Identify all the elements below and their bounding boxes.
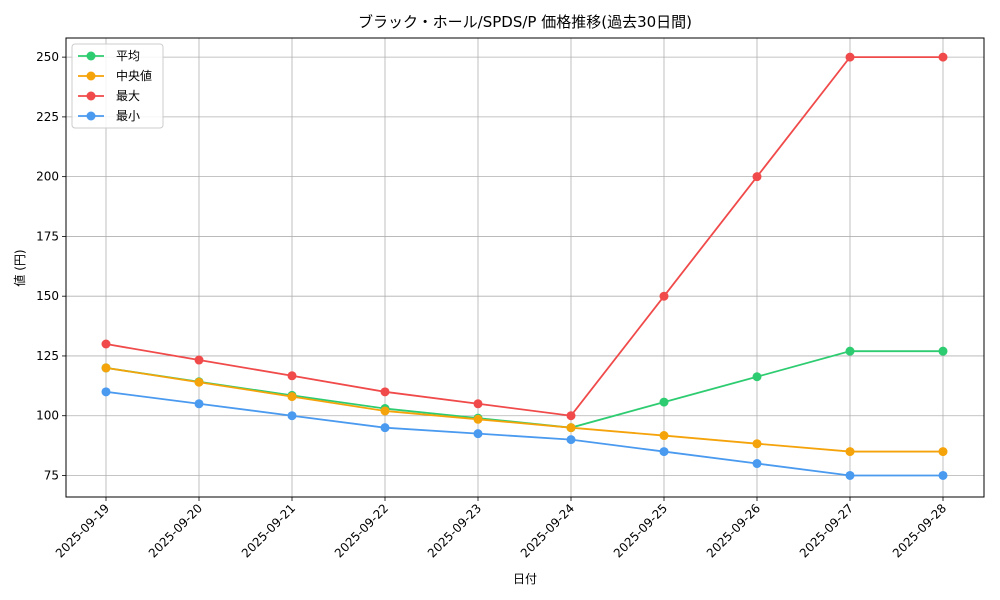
data-point [473,429,483,439]
data-point [659,431,669,441]
y-tick-label: 125 [36,349,59,363]
chart-title: ブラック・ホール/SPDS/P 価格推移(過去30日間) [358,13,692,31]
data-point [101,363,111,373]
data-point [287,411,297,421]
data-point [845,52,855,62]
legend-marker [86,71,96,81]
data-point [938,52,948,62]
y-axis: 75 100 125 150 175 200 225 250 [36,50,66,482]
y-tick-label: 225 [36,110,59,124]
data-point [101,387,111,397]
data-point [659,291,669,301]
data-point [845,470,855,480]
y-tick-label: 100 [36,409,59,423]
data-point [380,406,390,416]
data-point [473,414,483,424]
series-line-3 [105,390,943,477]
data-point [287,371,297,381]
data-point [566,435,576,445]
plot-area-frame [65,37,985,498]
data-point [845,346,855,356]
legend-box [71,43,164,129]
y-axis-label: 値 (円) [12,249,27,286]
data-point [380,423,390,433]
series-group [101,52,948,480]
data-point [845,447,855,457]
data-point [101,339,111,349]
legend-marker [86,51,96,61]
x-axis-label: 日付 [513,572,537,586]
data-point [752,459,762,469]
data-point [194,399,204,409]
y-tick-label: 150 [36,289,59,303]
legend-label: 平均 [116,49,140,63]
legend-label: 中央値 [116,68,152,83]
data-point [566,423,576,433]
data-point [938,447,948,457]
data-point [473,399,483,409]
data-point [194,355,204,365]
data-point [380,387,390,397]
data-point [938,470,948,480]
series-line-1 [105,367,943,453]
series-line-2 [105,56,943,417]
legend-marker [86,91,96,101]
y-tick-label: 200 [36,170,59,184]
y-tick-label: 75 [44,468,59,482]
y-tick-label: 250 [36,50,59,64]
legend-label: 最小 [116,109,140,123]
legend-label: 最大 [116,89,140,103]
data-point [752,439,762,449]
data-point [752,172,762,182]
data-point [938,346,948,356]
legend-marker [86,111,96,121]
y-tick-label: 175 [36,229,59,243]
data-point [194,377,204,387]
data-point [566,411,576,421]
data-point [659,397,669,407]
data-point [659,447,669,457]
data-point [287,392,297,402]
data-point [752,372,762,382]
